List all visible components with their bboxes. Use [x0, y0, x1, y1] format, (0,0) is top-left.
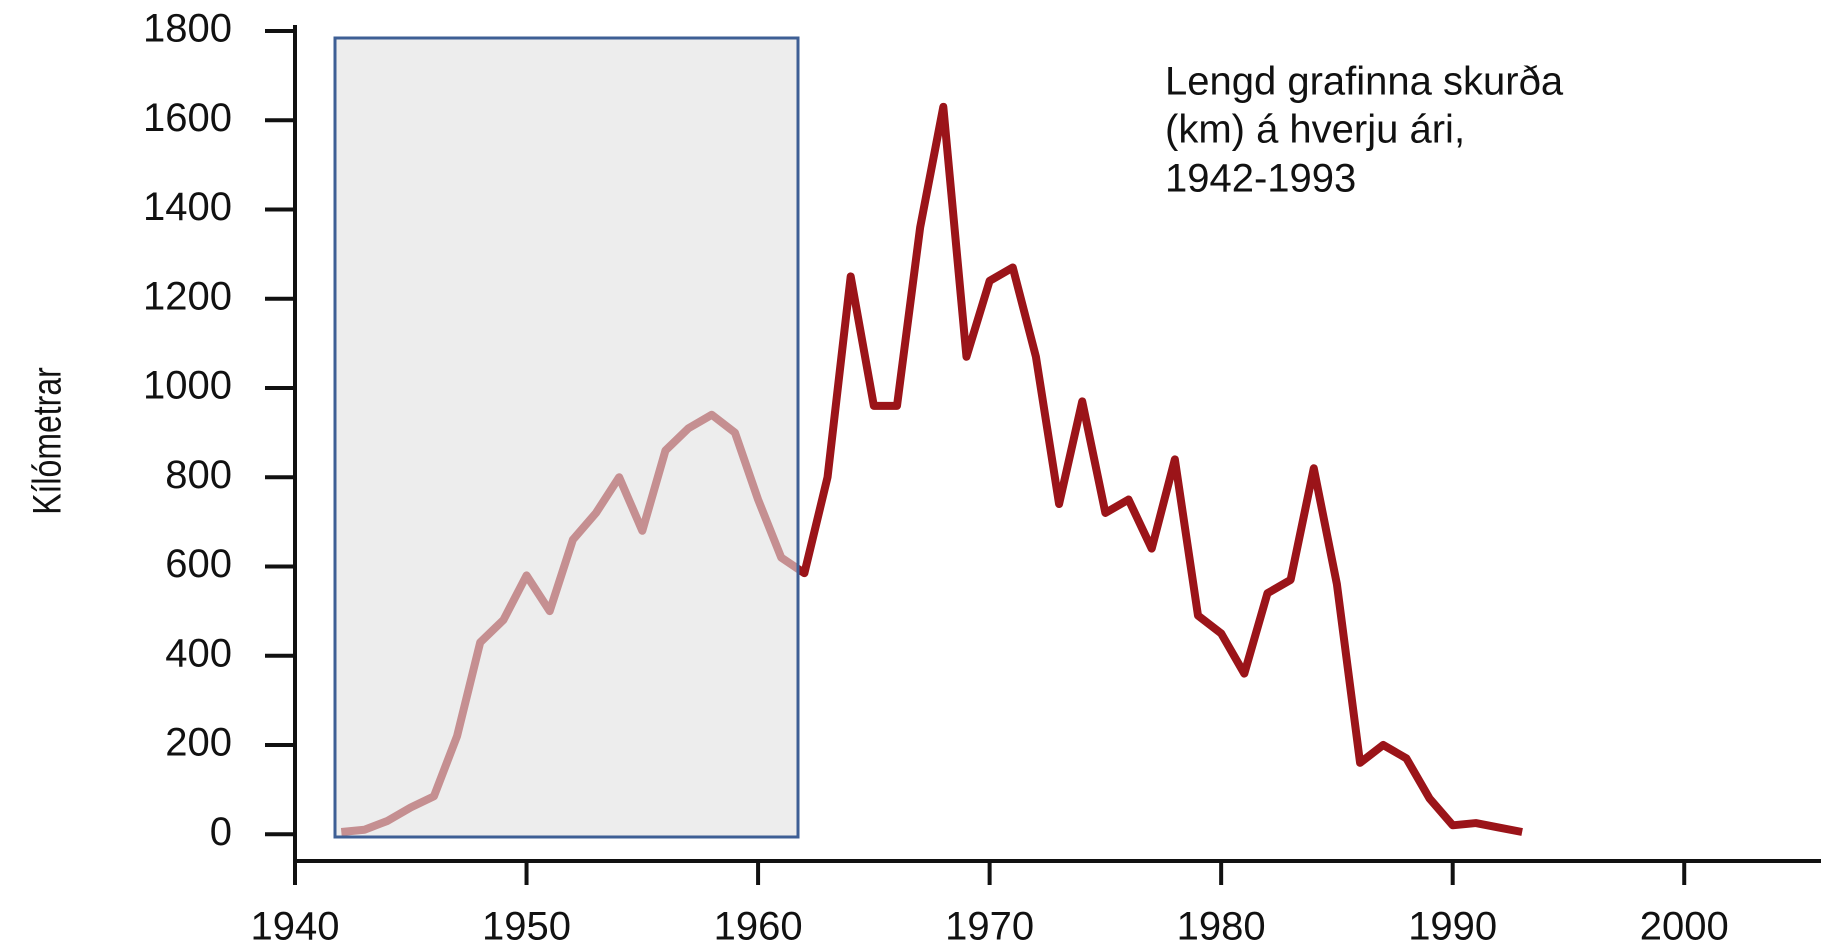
title-line: Lengd grafinna skurða — [1165, 60, 1564, 104]
x-tick-label: 2000 — [1640, 905, 1729, 949]
x-tick-label: 1990 — [1408, 905, 1497, 949]
y-tick-label: 0 — [210, 810, 232, 854]
y-tick-label: 1600 — [143, 96, 232, 140]
plot: 0 200 400 600 800 1000 1200 1400 1600 1800 1940 195… — [143, 7, 1821, 949]
y-tick-label: 600 — [165, 542, 232, 586]
x-tick-label: 1940 — [251, 905, 340, 949]
x-tick-label: 1970 — [945, 905, 1034, 949]
y-tick-label: 1800 — [143, 7, 232, 51]
title-line: (km) á hverju ári, — [1165, 108, 1465, 152]
y-axis-label: Kílómetrar — [24, 367, 69, 515]
title-line: 1942-1993 — [1165, 157, 1356, 201]
y-tick-label: 1400 — [143, 185, 232, 229]
x-tick-label: 1960 — [714, 905, 803, 949]
y-tick-label: 800 — [165, 453, 232, 497]
y-tick-label: 1000 — [143, 364, 232, 408]
y-tick-label: 1200 — [143, 274, 232, 318]
y-tick-label: 400 — [165, 631, 232, 675]
highlight-box — [333, 36, 800, 839]
x-tick-label: 1950 — [482, 905, 571, 949]
x-tick-label: 1980 — [1177, 905, 1266, 949]
y-tick-label: 200 — [165, 721, 232, 765]
